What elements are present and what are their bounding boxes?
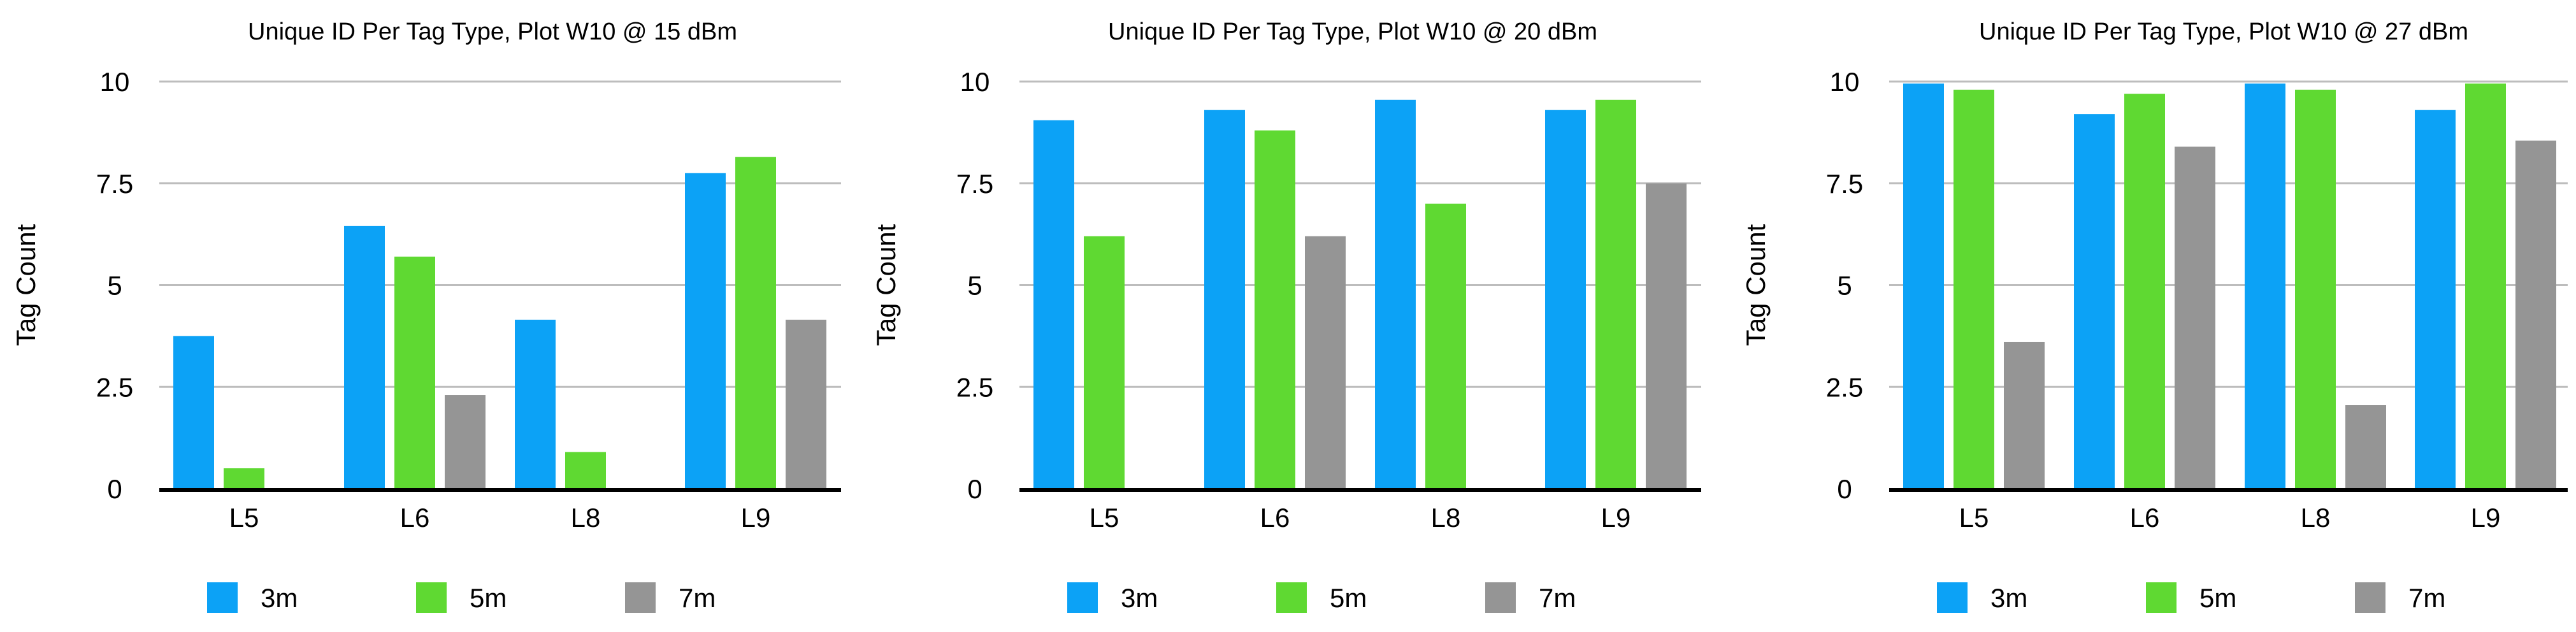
- bar-l9-7m: [1646, 183, 1687, 489]
- chart-20dbm: Unique ID Per Tag Type, Plot W10 @ 20 dB…: [871, 18, 1701, 613]
- bar-l5-5m: [1084, 236, 1125, 489]
- y-tick-label: 10: [960, 67, 990, 97]
- x-tick-label: L9: [2471, 503, 2501, 533]
- bar-l9-5m: [1595, 99, 1636, 489]
- x-tick-label: L6: [400, 503, 430, 533]
- legend-swatch-5m: [416, 582, 447, 613]
- legend-swatch-5m: [2146, 582, 2177, 613]
- x-tick-label: L8: [571, 503, 601, 533]
- legend-label-7m: 7m: [1539, 583, 1576, 613]
- legend-label-7m: 7m: [2408, 583, 2445, 613]
- chart-title: Unique ID Per Tag Type, Plot W10 @ 15 dB…: [248, 18, 737, 45]
- bar-l5-3m: [1033, 120, 1074, 489]
- x-tick-label: L9: [741, 503, 771, 533]
- x-tick-label: L5: [1959, 503, 1989, 533]
- x-tick-label: L6: [2130, 503, 2160, 533]
- x-tick-label: L5: [229, 503, 259, 533]
- legend-swatch-3m: [1067, 582, 1098, 613]
- legend-label-3m: 3m: [261, 583, 298, 613]
- bar-l8-5m: [2295, 89, 2336, 489]
- y-axis-label: Tag Count: [11, 224, 41, 346]
- bar-l6-3m: [344, 226, 385, 489]
- bar-l5-5m: [224, 468, 264, 489]
- bar-l8-3m: [515, 319, 556, 489]
- bar-l9-7m: [2515, 140, 2556, 489]
- y-tick-label: 10: [100, 67, 130, 97]
- x-tick-label: L5: [1090, 503, 1119, 533]
- y-tick-label: 0: [107, 474, 122, 504]
- y-tick-label: 2.5: [956, 372, 993, 402]
- bar-l8-3m: [1375, 99, 1416, 489]
- bar-l6-7m: [2175, 147, 2215, 489]
- bar-l8-5m: [565, 452, 606, 489]
- bar-l9-3m: [685, 173, 726, 489]
- legend-label-3m: 3m: [1121, 583, 1158, 613]
- y-tick-label: 7.5: [96, 169, 133, 199]
- legend-label-5m: 5m: [2199, 583, 2236, 613]
- bar-l5-7m: [2004, 341, 2045, 489]
- x-tick-label: L6: [1260, 503, 1290, 533]
- y-tick-label: 2.5: [1826, 372, 1863, 402]
- y-tick-label: 5: [967, 271, 982, 301]
- y-tick-label: 7.5: [1826, 169, 1863, 199]
- legend-swatch-3m: [207, 582, 238, 613]
- chart-15dbm: Unique ID Per Tag Type, Plot W10 @ 15 dB…: [11, 18, 841, 613]
- bar-l8-3m: [2245, 83, 2285, 489]
- bar-l9-3m: [2415, 110, 2456, 489]
- bar-l6-3m: [1204, 110, 1245, 489]
- bar-l6-7m: [445, 395, 486, 489]
- y-axis-label: Tag Count: [1741, 224, 1771, 346]
- bar-l8-5m: [1425, 203, 1466, 489]
- y-tick-label: 5: [107, 271, 122, 301]
- y-tick-label: 5: [1837, 271, 1852, 301]
- y-axis-label: Tag Count: [871, 224, 901, 346]
- y-tick-label: 7.5: [956, 169, 993, 199]
- legend-label-3m: 3m: [1990, 583, 2027, 613]
- legend-swatch-5m: [1276, 582, 1307, 613]
- legend-swatch-7m: [2355, 582, 2385, 613]
- bar-l8-7m: [2345, 405, 2386, 489]
- y-tick-label: 0: [967, 474, 982, 504]
- legend-label-5m: 5m: [1330, 583, 1367, 613]
- x-tick-label: L8: [1431, 503, 1461, 533]
- chart-27dbm: Unique ID Per Tag Type, Plot W10 @ 27 dB…: [1741, 18, 2568, 613]
- y-tick-label: 2.5: [96, 372, 133, 402]
- bar-l9-5m: [2465, 83, 2506, 489]
- bar-l5-3m: [1903, 83, 1944, 489]
- bar-l9-5m: [735, 157, 776, 489]
- chart-title: Unique ID Per Tag Type, Plot W10 @ 27 dB…: [1979, 18, 2468, 45]
- legend-swatch-7m: [1485, 582, 1516, 613]
- bar-l9-3m: [1545, 110, 1586, 489]
- bar-l6-3m: [2074, 114, 2115, 489]
- bar-l6-5m: [1255, 130, 1295, 489]
- y-tick-label: 0: [1837, 474, 1852, 504]
- bar-l6-5m: [2124, 94, 2165, 489]
- chart-title: Unique ID Per Tag Type, Plot W10 @ 20 dB…: [1108, 18, 1597, 45]
- legend-swatch-7m: [625, 582, 656, 613]
- bar-l6-5m: [394, 256, 435, 489]
- legend-label-7m: 7m: [679, 583, 716, 613]
- y-tick-label: 10: [1830, 67, 1860, 97]
- x-tick-label: L9: [1601, 503, 1631, 533]
- bar-l5-3m: [173, 336, 214, 489]
- x-tick-label: L8: [2301, 503, 2331, 533]
- bar-l6-7m: [1305, 236, 1346, 489]
- bar-l9-7m: [786, 319, 826, 489]
- legend-label-5m: 5m: [470, 583, 507, 613]
- legend-swatch-3m: [1937, 582, 1968, 613]
- bar-l5-5m: [1954, 89, 1994, 489]
